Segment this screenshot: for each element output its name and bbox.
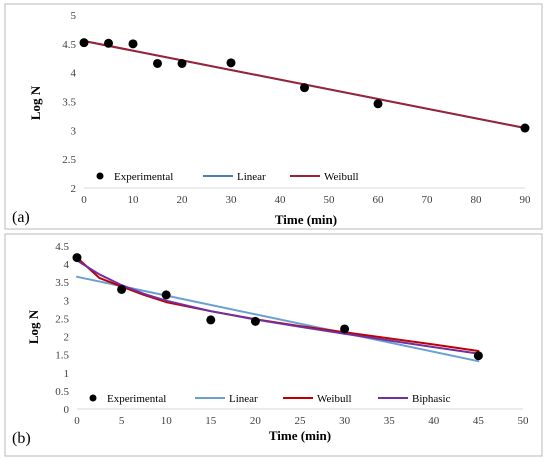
x-tick-label: 35 xyxy=(384,415,396,427)
data-point xyxy=(161,290,171,300)
legend-label: Experimental xyxy=(107,393,166,405)
x-tick-label: 60 xyxy=(373,194,385,206)
y-tick-label: 2.5 xyxy=(62,154,76,166)
data-point xyxy=(373,99,383,109)
y-tick-label: 0 xyxy=(64,404,70,416)
panel-label: (a) xyxy=(12,209,30,226)
x-tick-label: 10 xyxy=(161,415,173,427)
series-line-biphasic xyxy=(76,259,480,355)
x-tick-label: 25 xyxy=(295,415,307,427)
data-point xyxy=(520,123,530,133)
y-tick-label: 4 xyxy=(71,68,77,80)
x-tick-label: 5 xyxy=(119,415,125,427)
legend-label: Biphasic xyxy=(412,393,451,405)
x-tick-label: 30 xyxy=(339,415,351,427)
panel-frame xyxy=(4,233,543,457)
data-point xyxy=(340,324,350,334)
y-tick-label: 4 xyxy=(64,259,70,271)
y-tick-label: 3 xyxy=(64,295,70,307)
x-tick-label: 45 xyxy=(473,415,485,427)
x-tick-label: 20 xyxy=(177,194,189,206)
data-point xyxy=(250,316,260,326)
x-tick-label: 40 xyxy=(275,194,287,206)
x-tick-label: 40 xyxy=(428,415,440,427)
y-tick-label: 4.5 xyxy=(62,39,76,51)
x-tick-label: 50 xyxy=(324,194,336,206)
y-tick-label: 5 xyxy=(71,10,77,22)
y-tick-label: 3.5 xyxy=(62,97,76,109)
x-tick-label: 80 xyxy=(471,194,483,206)
y-tick-label: 0.5 xyxy=(55,386,69,398)
x-tick-label: 50 xyxy=(518,415,530,427)
data-point xyxy=(226,58,236,68)
legend-label: Weibull xyxy=(317,393,352,405)
x-tick-label: 30 xyxy=(226,194,238,206)
data-point xyxy=(72,253,82,263)
y-tick-label: 2 xyxy=(64,332,70,344)
data-point xyxy=(473,351,483,361)
panel-frame xyxy=(4,3,543,230)
x-tick-label: 90 xyxy=(520,194,532,206)
x-tick-label: 0 xyxy=(81,194,87,206)
x-tick-label: 10 xyxy=(128,194,140,206)
data-point xyxy=(104,38,113,48)
data-point xyxy=(79,38,89,48)
x-axis-title: Time (min) xyxy=(275,212,337,227)
data-point xyxy=(177,58,187,68)
x-axis-title: Time (min) xyxy=(269,428,331,443)
legend-marker-experimental xyxy=(89,394,97,402)
y-tick-label: 3.5 xyxy=(55,277,69,289)
panel-label: (b) xyxy=(12,430,31,447)
data-point xyxy=(153,58,162,68)
y-tick-label: 4.5 xyxy=(55,241,69,253)
y-axis-title: Log N xyxy=(26,309,41,344)
data-point xyxy=(206,315,216,325)
legend-label: Linear xyxy=(237,171,266,183)
y-tick-label: 1.5 xyxy=(55,350,69,362)
y-tick-label: 2 xyxy=(71,183,77,195)
legend-marker-experimental xyxy=(96,172,104,180)
series-line-linear xyxy=(76,275,480,363)
y-tick-label: 2.5 xyxy=(55,313,69,325)
y-tick-label: 1 xyxy=(64,368,70,380)
x-tick-label: 0 xyxy=(74,415,80,427)
data-point xyxy=(117,284,127,294)
data-point xyxy=(128,39,138,49)
x-tick-label: 70 xyxy=(422,194,434,206)
legend-label: Weibull xyxy=(324,171,359,183)
chart-panel-b: 0 0.5 1 1.5 2 2.5 3 3.5 4 4.5 0 5 10 15 20 25 30 35 40 45 50… xyxy=(4,233,543,457)
legend-label: Linear xyxy=(229,393,258,405)
legend-label: Experimental xyxy=(114,171,173,183)
y-tick-label: 3 xyxy=(71,125,77,137)
y-axis-title: Log N xyxy=(28,85,43,120)
x-tick-label: 15 xyxy=(205,415,217,427)
data-point xyxy=(300,83,309,93)
x-tick-label: 20 xyxy=(250,415,262,427)
